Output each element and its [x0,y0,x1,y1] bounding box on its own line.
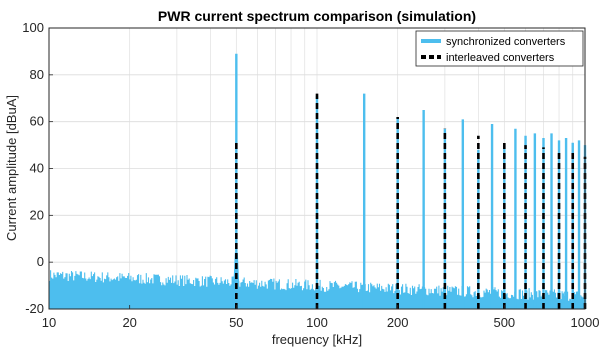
legend: synchronized converters interleaved conv… [415,30,584,67]
y-axis-label: Current amplitude [dBuA] [4,95,19,241]
y-tick-label: 100 [22,20,44,35]
y-tick-label: 0 [37,254,44,269]
x-tick-label: 10 [42,315,56,330]
series-lines [235,53,587,309]
y-axis-ticks: -20 0 20 40 60 80 100 [22,20,53,316]
x-tick-label: 200 [387,315,409,330]
x-tick-label: 1000 [571,315,599,330]
y-tick-label: 40 [30,161,44,176]
x-tick-label: 50 [229,315,243,330]
y-tick-label: -20 [25,301,44,316]
legend-label-interleaved: interleaved converters [446,52,555,64]
legend-label-synchronized: synchronized converters [446,36,566,48]
x-tick-label: 500 [493,315,515,330]
y-tick-label: 80 [30,67,44,82]
x-tick-label: 100 [306,315,328,330]
chart-title: PWR current spectrum comparison (simulat… [158,8,476,24]
x-axis-ticks: 10 20 50 100 200 500 1000 [42,305,599,330]
legend-box [415,30,584,67]
y-tick-label: 20 [30,207,44,222]
x-axis-label: frequency [kHz] [272,332,362,347]
x-tick-label: 20 [122,315,136,330]
y-tick-label: 60 [30,114,44,129]
